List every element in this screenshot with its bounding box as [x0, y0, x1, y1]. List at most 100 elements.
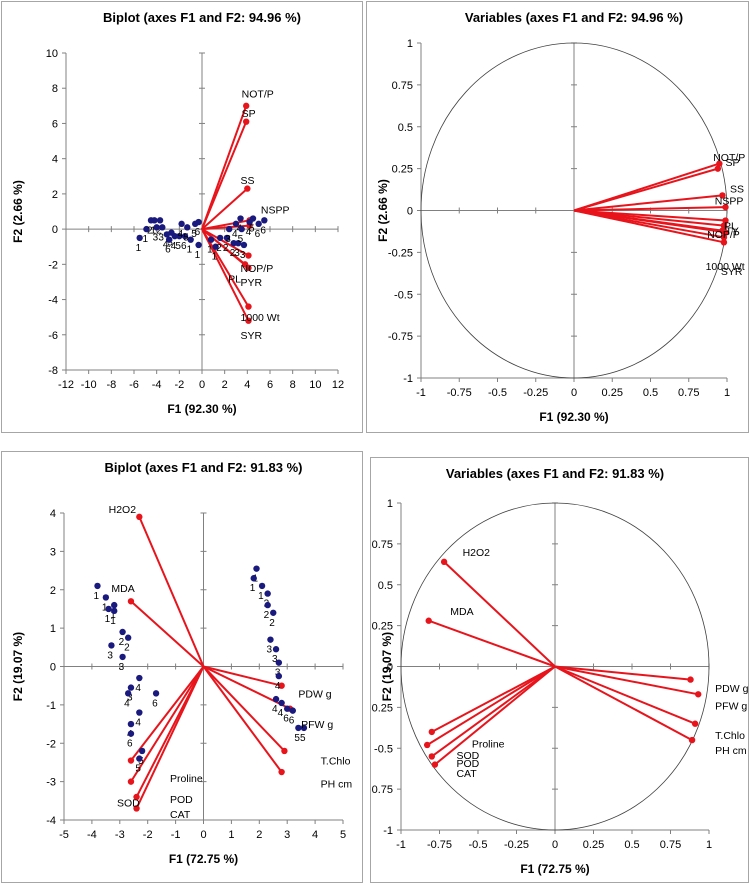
variable-label: SP [242, 108, 256, 120]
observation-label: 4 [178, 229, 184, 240]
y-axis-label: F2 (19.07 %) [380, 632, 394, 701]
variable-label: PH cm [715, 745, 747, 757]
observation-point [152, 690, 160, 697]
x-tick-label: -0.25 [504, 839, 529, 851]
observation-point [108, 642, 115, 649]
y-tick-label: 0.25 [392, 164, 413, 176]
observation-point [163, 231, 171, 238]
vector-line [130, 665, 205, 762]
x-tick-label: 0.5 [624, 839, 639, 851]
vector-point [716, 160, 723, 167]
variable-label: NOP/P [707, 229, 740, 241]
x-tick-label: 0.75 [660, 839, 681, 851]
observation-point [111, 601, 118, 609]
y-tick-label: -3 [46, 777, 56, 789]
observation-point [111, 607, 118, 615]
observation-point [138, 747, 146, 755]
chart-title: Variables (axes F1 and F2: 91.83 %) [446, 466, 664, 481]
observation-point [136, 234, 143, 242]
variable-label: POD [170, 794, 193, 806]
y-tick-label: 6 [52, 118, 58, 130]
chart-variables-2: Variables (axes F1 and F2: 91.83 %) F1 (7… [371, 466, 749, 876]
vector-line [434, 665, 556, 766]
variable-label: 1000 Wt [241, 312, 280, 324]
observation-label: 2 [223, 243, 229, 254]
vector-point [720, 234, 728, 241]
y-tick-label: -1 [46, 700, 56, 712]
x-tick-label: -2 [143, 829, 153, 841]
observation-point [264, 601, 271, 609]
y-tick-label: -2 [48, 259, 58, 271]
x-tick-label: 0.25 [583, 839, 604, 851]
observation-label: 3 [158, 232, 164, 243]
observation-label: 2 [147, 225, 153, 236]
observation-label: 2 [230, 248, 236, 259]
observation-point [207, 236, 215, 243]
y-tick-label: 3 [50, 546, 56, 558]
observation-point [127, 684, 135, 691]
vector-line [138, 516, 205, 667]
variable-label: SOD [456, 750, 479, 762]
variable-label: TY [725, 226, 738, 238]
observation-point [184, 224, 191, 231]
vector-line [554, 665, 696, 725]
y-tick-label: 1 [407, 38, 413, 50]
observation-point [119, 653, 126, 661]
y-tick-label: 8 [52, 83, 58, 95]
vector-point [720, 239, 728, 246]
vector-point [423, 741, 431, 749]
vector-point [281, 747, 288, 755]
observation-point [272, 646, 280, 653]
vector-point [278, 682, 285, 689]
vector-line [573, 167, 719, 212]
observation-label: 5 [175, 241, 181, 252]
y-tick-label: 4 [52, 154, 58, 166]
observation-label: 5 [300, 733, 306, 744]
observation-point [94, 582, 101, 590]
observation-point [255, 220, 262, 228]
observation-point [232, 220, 240, 228]
observation-label: 1 [207, 245, 213, 256]
observation-label: 4 [135, 718, 141, 729]
observation-point [127, 720, 135, 728]
observation-label: 6 [283, 714, 289, 725]
observation-point [238, 225, 245, 233]
observation-label: 4 [135, 683, 141, 694]
observation-point [187, 236, 194, 243]
x-tick-label: 1 [724, 387, 730, 399]
variable-label: CAT [456, 768, 477, 780]
observation-label: 3 [127, 693, 133, 704]
observation-label: 6 [127, 739, 133, 750]
observation-label: 5 [135, 764, 141, 775]
observation-label: 4 [171, 241, 177, 252]
observation-point [124, 634, 132, 641]
observation-point [178, 220, 185, 228]
vector-point [722, 203, 729, 211]
observation-point [136, 755, 143, 762]
panel-variables-2: Variables (axes F1 and F2: 91.83 %) F1 (7… [370, 457, 749, 883]
vector-line [203, 665, 282, 687]
variable-label: POD [456, 758, 479, 770]
vector-line [201, 228, 249, 257]
vector-line [443, 561, 556, 668]
observation-label: 1 [258, 591, 264, 602]
vector-line [554, 665, 693, 741]
y-tick-label: 0 [52, 224, 58, 236]
observation-label: 1 [110, 616, 116, 627]
observation-point [275, 672, 283, 680]
observation-point [105, 605, 112, 613]
observation-point [230, 240, 237, 247]
panel-biplot-1: Biplot (axes F1 and F2: 94.96 %) F1 (92.3… [1, 1, 363, 433]
observation-label: 4 [246, 227, 252, 238]
x-tick-label: 10 [309, 379, 321, 391]
observation-label: 1 [142, 234, 148, 245]
x-tick-label: 6 [267, 379, 273, 391]
observation-label: 1 [93, 591, 99, 602]
observation-label: 5 [249, 224, 255, 235]
observation-label: 4 [232, 229, 238, 240]
x-tick-label: 0 [552, 839, 558, 851]
variable-label: 1000 Wt [706, 261, 745, 273]
observation-label: 6 [195, 227, 201, 238]
vector-point [695, 691, 702, 698]
observation-point [127, 730, 135, 737]
